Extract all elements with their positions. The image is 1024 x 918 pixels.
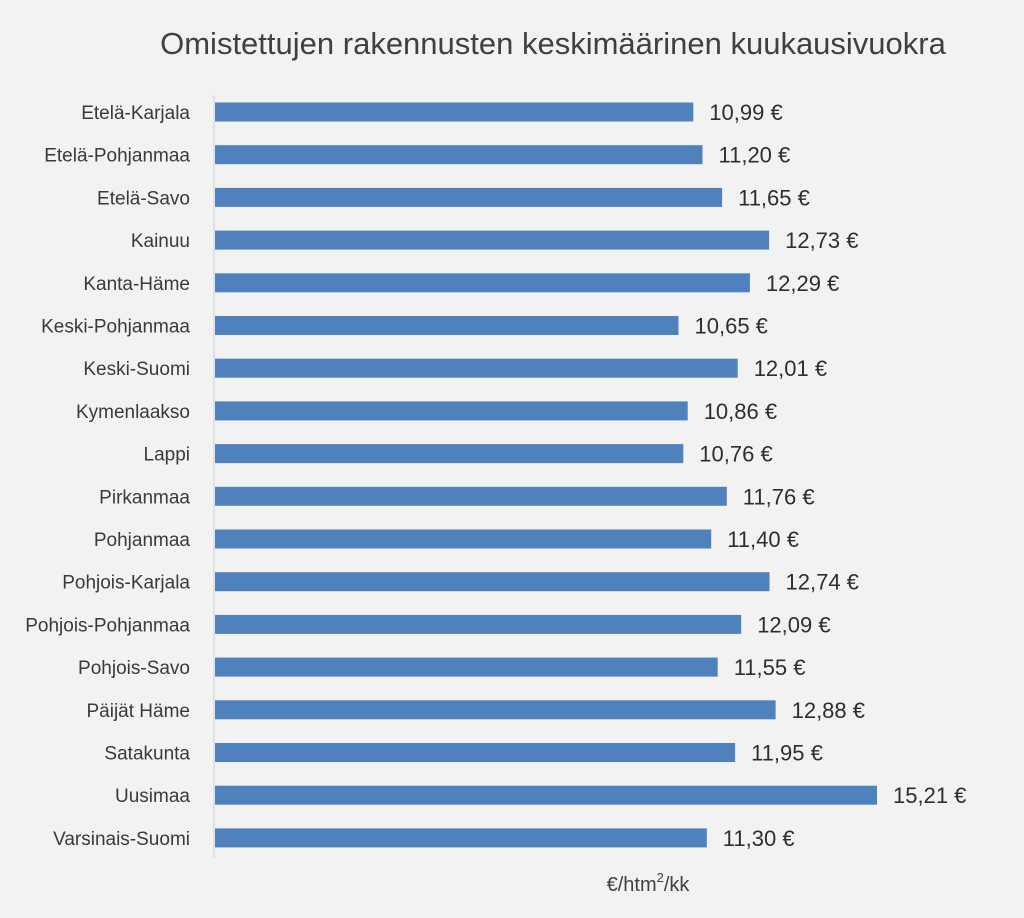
- bar: [215, 529, 712, 549]
- value-label: 10,99 €: [709, 100, 782, 125]
- bar: [215, 102, 694, 122]
- value-label: 15,21 €: [893, 783, 966, 808]
- category-label: Keski-Pohjanmaa: [41, 317, 190, 338]
- value-label: 12,74 €: [786, 570, 859, 595]
- value-label: 10,86 €: [704, 399, 777, 424]
- bar: [215, 358, 738, 378]
- category-label: Keski-Suomi: [83, 359, 190, 380]
- bars-group: [215, 102, 877, 848]
- value-label: 12,09 €: [757, 612, 830, 637]
- category-label: Kanta-Häme: [83, 274, 190, 295]
- x-axis-label-base: €/htm: [607, 874, 657, 896]
- bar: [215, 316, 679, 335]
- value-label: 11,20 €: [719, 143, 791, 168]
- bar: [215, 273, 750, 293]
- x-axis-label-tail: /kk: [664, 874, 691, 896]
- category-label: Pohjanmaa: [94, 530, 191, 551]
- value-label: 12,73 €: [785, 228, 858, 253]
- chart-title: Omistettujen rakennusten keskimäärinen k…: [160, 26, 946, 61]
- x-axis-label: €/htm2/kk: [607, 870, 691, 896]
- value-labels-group: 10,99 € 11,20 € 11,65 € 12,73 € 12,29 € 10,65…: [695, 100, 967, 851]
- category-label: Pohjois-Pohjanmaa: [25, 615, 190, 636]
- value-label: 11,65 €: [738, 185, 810, 210]
- bar: [215, 444, 684, 464]
- value-label: 11,30 €: [723, 826, 795, 851]
- category-label: Varsinais-Suomi: [53, 829, 190, 850]
- category-label: Päijät Häme: [87, 701, 191, 722]
- value-label: 12,29 €: [766, 271, 839, 296]
- bar: [215, 401, 688, 421]
- x-axis-label-sup: 2: [657, 870, 664, 885]
- bar: [215, 572, 770, 592]
- bar: [215, 486, 727, 506]
- bar: [215, 785, 877, 805]
- category-label: Kainuu: [131, 231, 190, 252]
- value-label: 11,95 €: [751, 741, 823, 766]
- bar: [215, 657, 718, 677]
- value-label: 10,76 €: [699, 442, 772, 467]
- bar: [215, 614, 742, 634]
- category-label: Satakunta: [104, 744, 190, 765]
- category-label: Pohjois-Savo: [78, 658, 190, 679]
- category-label: Pirkanmaa: [99, 487, 190, 508]
- bar: [215, 828, 707, 848]
- category-label: Etelä-Savo: [97, 188, 190, 209]
- bar: [215, 230, 770, 250]
- value-label: 12,88 €: [792, 698, 865, 723]
- bar: [215, 187, 723, 207]
- value-label: 11,55 €: [734, 655, 806, 680]
- bar: [215, 700, 776, 720]
- category-label: Lappi: [144, 445, 191, 466]
- category-label: Etelä-Pohjanmaa: [44, 146, 190, 167]
- category-label: Kymenlaakso: [76, 402, 190, 423]
- bar: [215, 743, 736, 762]
- value-label: 11,76 €: [743, 484, 815, 509]
- category-label: Etelä-Karjala: [81, 103, 190, 124]
- value-label: 12,01 €: [754, 356, 827, 381]
- category-labels-group: Etelä-Karjala Etelä-Pohjanmaa Etelä-Savo Ka…: [25, 103, 190, 850]
- category-label: Pohjois-Karjala: [62, 573, 190, 594]
- bar: [215, 145, 703, 165]
- value-label: 10,65 €: [695, 314, 768, 339]
- category-label: Uusimaa: [115, 786, 190, 807]
- value-label: 11,40 €: [727, 527, 799, 552]
